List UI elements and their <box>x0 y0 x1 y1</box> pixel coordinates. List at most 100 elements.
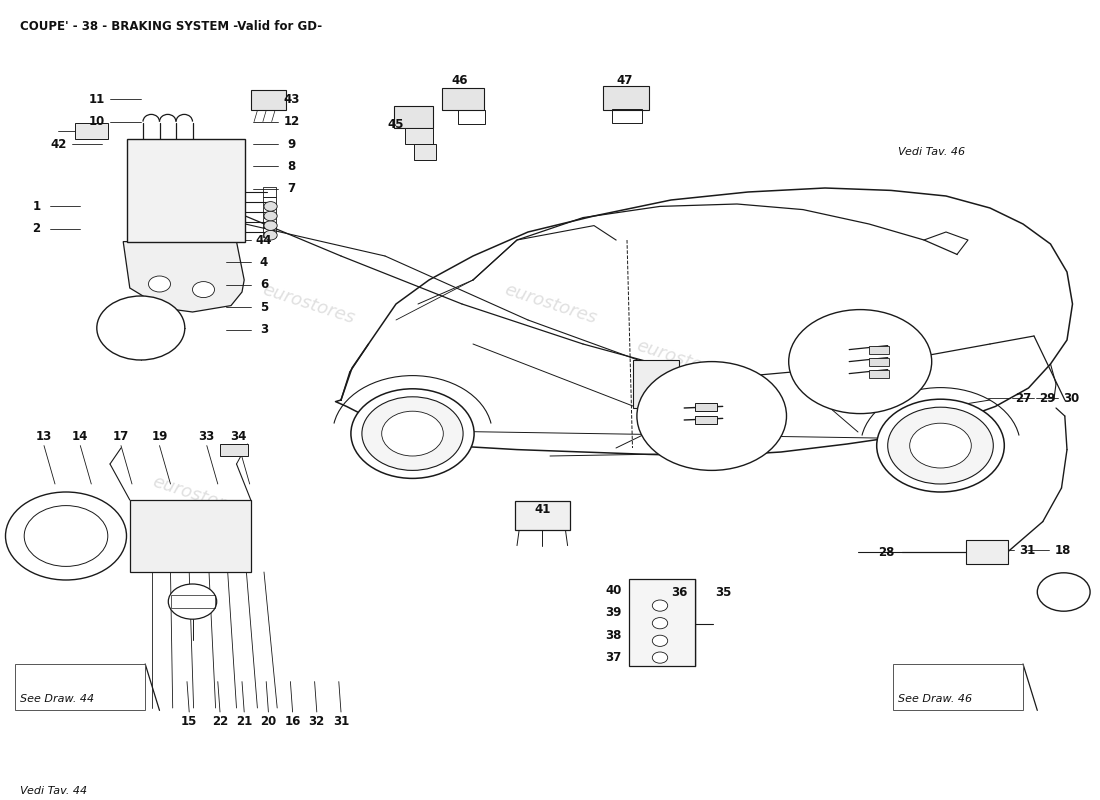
Text: 2: 2 <box>32 222 41 235</box>
Bar <box>220 444 248 456</box>
Text: 20: 20 <box>261 715 276 728</box>
Text: 24: 24 <box>727 386 742 398</box>
Text: Vedi Tav. 44: Vedi Tav. 44 <box>20 786 87 795</box>
Circle shape <box>192 282 215 298</box>
Text: 31: 31 <box>1020 544 1035 557</box>
Text: 9: 9 <box>287 138 296 150</box>
Text: 11: 11 <box>89 93 104 106</box>
Bar <box>869 370 889 378</box>
Text: 12: 12 <box>685 430 701 443</box>
Text: eurostores: eurostores <box>502 281 598 327</box>
Bar <box>263 207 276 217</box>
Text: 30: 30 <box>1064 392 1079 405</box>
Text: 17: 17 <box>113 430 129 442</box>
Text: 13: 13 <box>36 430 52 442</box>
Circle shape <box>652 652 668 663</box>
Bar <box>126 139 245 242</box>
Circle shape <box>24 506 108 566</box>
Circle shape <box>899 415 982 476</box>
Bar <box>458 110 485 124</box>
Text: 19: 19 <box>152 430 167 442</box>
Text: 4: 4 <box>260 256 268 269</box>
Text: 41: 41 <box>535 503 550 516</box>
Text: 46: 46 <box>451 74 468 86</box>
Text: 12: 12 <box>284 115 299 128</box>
Text: 45: 45 <box>387 118 405 130</box>
Bar <box>251 90 286 110</box>
Text: 33: 33 <box>199 430 214 442</box>
Bar <box>695 403 717 411</box>
Bar <box>263 218 276 227</box>
Text: 23: 23 <box>727 430 742 443</box>
Text: 25: 25 <box>872 362 888 374</box>
Text: 5: 5 <box>260 301 268 314</box>
Text: 39: 39 <box>606 606 621 619</box>
Text: 34: 34 <box>231 430 246 442</box>
Circle shape <box>264 221 277 230</box>
Text: 27: 27 <box>1015 392 1031 405</box>
Circle shape <box>148 276 170 292</box>
Bar <box>869 358 889 366</box>
Text: 16: 16 <box>285 715 300 728</box>
Bar <box>966 540 1008 564</box>
Text: 15: 15 <box>182 715 197 728</box>
Circle shape <box>382 411 443 456</box>
Bar <box>394 106 433 128</box>
Bar <box>130 500 251 572</box>
Text: See Draw. 44: See Draw. 44 <box>20 694 94 704</box>
Circle shape <box>1037 573 1090 611</box>
Text: 32: 32 <box>309 715 324 728</box>
Text: 26: 26 <box>839 328 855 341</box>
Text: 24: 24 <box>826 350 842 363</box>
Text: 44: 44 <box>255 234 273 246</box>
Text: eurostores: eurostores <box>150 473 246 519</box>
Text: 11: 11 <box>685 404 701 417</box>
Text: 6: 6 <box>260 278 268 291</box>
Circle shape <box>362 397 463 470</box>
Text: eurostores: eurostores <box>260 281 356 327</box>
Circle shape <box>97 296 185 360</box>
Text: 23: 23 <box>848 384 864 397</box>
Circle shape <box>6 492 126 580</box>
Text: 36: 36 <box>672 586 688 598</box>
Bar <box>629 579 695 666</box>
Text: 22: 22 <box>212 715 228 728</box>
Text: Vedi Tav. 46: Vedi Tav. 46 <box>898 147 965 157</box>
Text: 3: 3 <box>260 323 268 336</box>
Circle shape <box>789 310 932 414</box>
Bar <box>869 346 889 354</box>
Circle shape <box>652 600 668 611</box>
Bar <box>893 664 1023 710</box>
Text: 38: 38 <box>606 629 621 642</box>
Text: 28: 28 <box>879 546 894 558</box>
Bar <box>263 187 276 197</box>
Text: 1: 1 <box>32 200 41 213</box>
Circle shape <box>888 407 993 484</box>
Text: 14: 14 <box>73 430 88 442</box>
Text: 40: 40 <box>606 584 621 597</box>
Circle shape <box>351 389 474 478</box>
Bar <box>414 144 436 160</box>
Text: 43: 43 <box>284 93 299 106</box>
Circle shape <box>264 211 277 221</box>
Polygon shape <box>123 242 244 312</box>
Circle shape <box>910 423 971 468</box>
Bar <box>15 664 145 710</box>
Text: 42: 42 <box>51 138 66 150</box>
Text: 8: 8 <box>287 160 296 173</box>
Text: 35: 35 <box>716 586 732 598</box>
Text: 37: 37 <box>606 651 621 664</box>
Bar <box>632 360 679 408</box>
Text: 21: 21 <box>236 715 252 728</box>
Circle shape <box>652 635 668 646</box>
Text: 18: 18 <box>1055 544 1070 557</box>
Text: 47: 47 <box>617 74 632 86</box>
Circle shape <box>877 399 1004 492</box>
Bar <box>612 109 642 123</box>
Circle shape <box>652 618 668 629</box>
Circle shape <box>168 584 217 619</box>
Text: See Draw. 46: See Draw. 46 <box>898 694 971 704</box>
Text: 7: 7 <box>287 182 296 195</box>
Circle shape <box>264 230 277 240</box>
Bar <box>75 123 108 139</box>
